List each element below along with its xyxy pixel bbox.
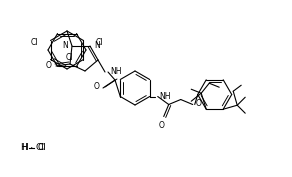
Text: O: O [93, 82, 99, 91]
Text: Cl: Cl [38, 144, 47, 153]
Text: O: O [46, 61, 52, 70]
Text: NH: NH [160, 92, 171, 101]
Text: ·: · [30, 143, 33, 153]
Text: O: O [196, 99, 201, 108]
Text: Cl: Cl [65, 53, 73, 62]
Text: Cl: Cl [95, 38, 103, 47]
Text: N: N [94, 41, 100, 50]
Text: O: O [159, 121, 165, 130]
Text: NH: NH [110, 67, 121, 76]
Text: N: N [62, 41, 68, 50]
Text: H: H [21, 144, 28, 153]
Text: H: H [20, 144, 27, 153]
Text: Cl: Cl [35, 144, 44, 153]
Text: Cl: Cl [31, 38, 39, 47]
